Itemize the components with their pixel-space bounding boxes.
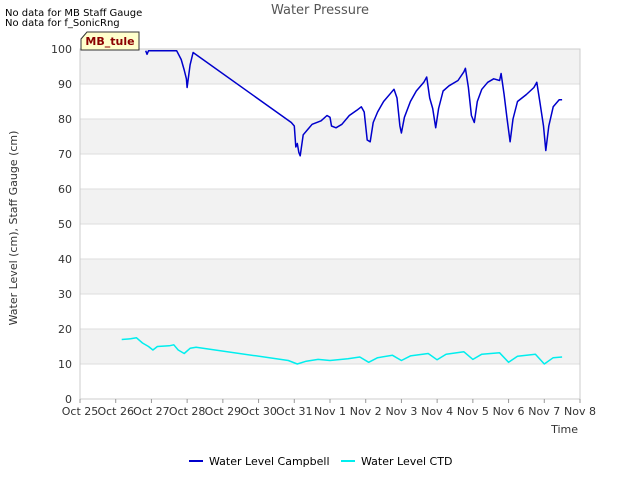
- no-data-notice-1: No data for MB Staff Gauge: [5, 8, 143, 19]
- station-tag-box: [80, 31, 140, 51]
- x-tick-label: Oct 25: [62, 405, 99, 418]
- x-tick-label: Nov 7: [528, 405, 560, 418]
- x-axis-label: Time: [550, 423, 578, 436]
- y-tick-label: 50: [58, 218, 72, 231]
- y-axis-label: Water Level (cm), Staff Gauge (cm): [7, 131, 20, 326]
- x-tick-label: Nov 6: [493, 405, 525, 418]
- y-tick-label: 20: [58, 323, 72, 336]
- background-band: [80, 49, 580, 84]
- chart-title: Water Pressure: [271, 3, 369, 18]
- y-tick-label: 10: [58, 358, 72, 371]
- legend-label: Water Level CTD: [361, 455, 452, 468]
- x-tick-label: Oct 26: [97, 405, 134, 418]
- y-tick-label: 70: [58, 148, 72, 161]
- series-line-0: [144, 50, 563, 157]
- series-line-1: [121, 337, 563, 365]
- x-tick-label: Nov 1: [314, 405, 346, 418]
- background-band: [80, 259, 580, 294]
- x-tick-label: Nov 2: [350, 405, 382, 418]
- y-tick-label: 0: [65, 393, 72, 406]
- y-tick-label: 80: [58, 113, 72, 126]
- x-tick-label: Nov 5: [457, 405, 489, 418]
- y-tick-label: 60: [58, 183, 72, 196]
- x-tick-label: Oct 31: [276, 405, 313, 418]
- background-band: [80, 119, 580, 154]
- x-tick-label: Oct 27: [133, 405, 170, 418]
- background-band: [80, 189, 580, 224]
- x-tick-label: Oct 29: [205, 405, 242, 418]
- x-tick-label: Nov 3: [385, 405, 417, 418]
- station-tag-label: MB_tule: [85, 34, 135, 48]
- x-tick-label: Nov 8: [564, 405, 596, 418]
- x-tick-label: Nov 4: [421, 405, 453, 418]
- x-tick-label: Oct 28: [169, 405, 206, 418]
- y-tick-label: 30: [58, 288, 72, 301]
- y-tick-label: 40: [58, 253, 72, 266]
- y-tick-label: 90: [58, 78, 72, 91]
- legend-label: Water Level Campbell: [209, 455, 330, 468]
- no-data-notice-2: No data for f_SonicRng: [5, 18, 120, 29]
- x-tick-label: Oct 30: [240, 405, 277, 418]
- legend: Water Level Campbell Water Level CTD: [189, 455, 452, 468]
- y-tick-label: 100: [51, 43, 72, 56]
